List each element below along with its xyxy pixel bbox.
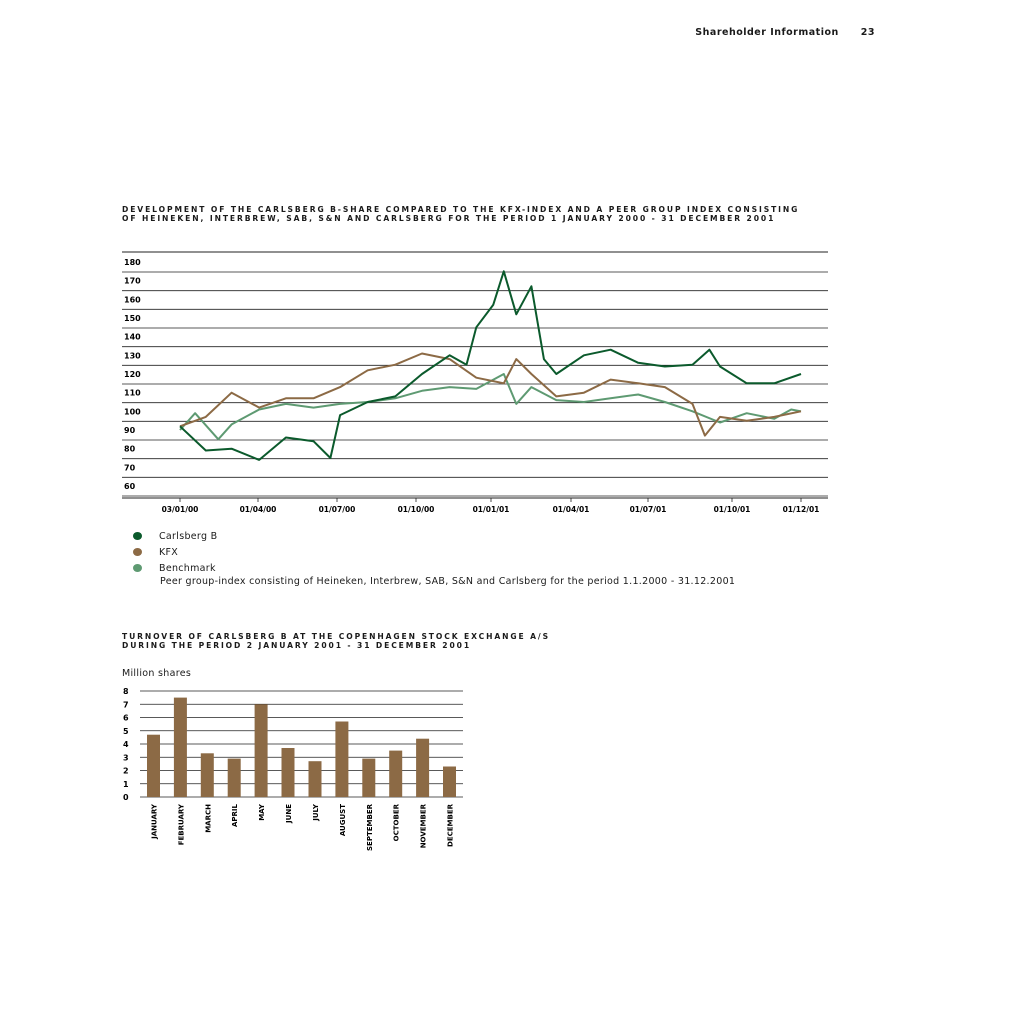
bar — [308, 761, 322, 797]
bar — [227, 758, 241, 797]
x-tick-label: 01/07/01 — [630, 505, 667, 514]
legend-item-benchmark: Benchmark — [133, 560, 217, 576]
x-tick-label: JUNE — [285, 804, 293, 824]
y-tick-label: 120 — [124, 370, 141, 379]
y-tick-label: 8 — [123, 687, 129, 696]
series-line-kfx — [179, 352, 802, 437]
legend-marker-icon — [133, 564, 142, 572]
page-number: 23 — [860, 27, 875, 38]
x-tick-label: 01/04/00 — [240, 505, 277, 514]
bar — [200, 753, 214, 797]
bar-chart-title: Turnover of Carlsberg B at the Copenhage… — [122, 632, 550, 650]
y-tick-label: 0 — [123, 793, 129, 802]
legend-label: Carlsberg B — [159, 530, 218, 542]
y-tick-label: 4 — [123, 740, 129, 749]
x-tick-label: JANUARY — [151, 803, 159, 840]
line-chart-title-line-1: Development of the Carlsberg B-share com… — [122, 205, 800, 214]
y-tick-label: 70 — [124, 463, 136, 472]
y-tick-label: 130 — [124, 351, 141, 360]
bar-chart-title-line-2: during the period 2 January 2001 - 31 De… — [122, 641, 472, 650]
x-tick-label: APRIL — [231, 803, 239, 827]
line-chart-title-line-2: of Heineken, Interbrew, SAB, S&N and Car… — [122, 214, 776, 223]
y-tick-label: 3 — [123, 753, 129, 762]
page-header: Shareholder Information 23 — [660, 27, 875, 38]
x-tick-label: OCTOBER — [393, 803, 401, 841]
y-tick-label: 7 — [123, 700, 129, 709]
legend-marker-icon — [133, 532, 142, 540]
legend-item-carlsberg: Carlsberg B — [133, 528, 217, 544]
y-tick-label: 1 — [123, 780, 129, 789]
x-tick-label: 01/01/01 — [473, 505, 510, 514]
bar — [173, 697, 187, 797]
x-tick-label: 03/01/00 — [162, 505, 199, 514]
legend-marker-icon — [133, 548, 142, 556]
y-tick-label: 60 — [124, 482, 136, 491]
bar — [147, 734, 160, 797]
legend-note: Peer group-index consisting of Heineken,… — [160, 576, 736, 587]
x-tick-label: 01/10/00 — [398, 505, 435, 514]
x-tick-label: AUGUST — [339, 804, 347, 836]
y-tick-label: 160 — [124, 295, 141, 304]
x-tick-label: DECEMBER — [447, 803, 455, 847]
x-tick-label: 01/04/01 — [553, 505, 590, 514]
bar — [416, 738, 430, 797]
x-tick-label: MARCH — [204, 804, 212, 833]
y-tick-label: 6 — [123, 714, 129, 723]
y-tick-label: 2 — [123, 767, 129, 776]
x-tick-label: 01/07/00 — [319, 505, 356, 514]
y-tick-label: 140 — [124, 333, 141, 342]
bar — [254, 704, 268, 798]
bar-chart-title-line-1: Turnover of Carlsberg B at the Copenhage… — [122, 632, 550, 641]
series-line-carlsberg-b — [179, 270, 802, 461]
bar — [362, 758, 376, 797]
bar — [335, 721, 349, 797]
x-tick-label: MAY — [258, 803, 266, 821]
legend-item-kfx: KFX — [133, 544, 217, 560]
y-tick-label: 150 — [124, 314, 141, 323]
series-line-benchmark — [179, 373, 802, 441]
chart-legend: Carlsberg B KFX Benchmark — [133, 528, 217, 576]
legend-label: Benchmark — [159, 562, 216, 574]
bar — [281, 748, 295, 797]
bar — [389, 750, 403, 797]
y-tick-label: 90 — [124, 426, 136, 435]
x-tick-label: JULY — [312, 803, 320, 822]
bar — [443, 766, 456, 797]
x-tick-label: SEPTEMBER — [366, 803, 374, 851]
legend-label: KFX — [159, 546, 179, 558]
line-chart-title: Development of the Carlsberg B-share com… — [122, 205, 799, 223]
y-tick-label: 5 — [123, 727, 129, 736]
y-tick-label: 100 — [124, 407, 141, 416]
bar-chart-unit-label: Million shares — [122, 668, 192, 679]
x-tick-label: 01/12/01 — [783, 505, 820, 514]
x-tick-label: NOVEMBER — [420, 803, 428, 848]
y-tick-label: 180 — [124, 258, 141, 267]
y-tick-label: 80 — [124, 445, 136, 454]
y-tick-label: 110 — [124, 389, 141, 398]
y-tick-label: 170 — [124, 277, 141, 286]
x-tick-label: 01/10/01 — [714, 505, 751, 514]
section-title: Shareholder Information — [695, 27, 839, 38]
x-tick-label: FEBRUARY — [177, 803, 185, 845]
